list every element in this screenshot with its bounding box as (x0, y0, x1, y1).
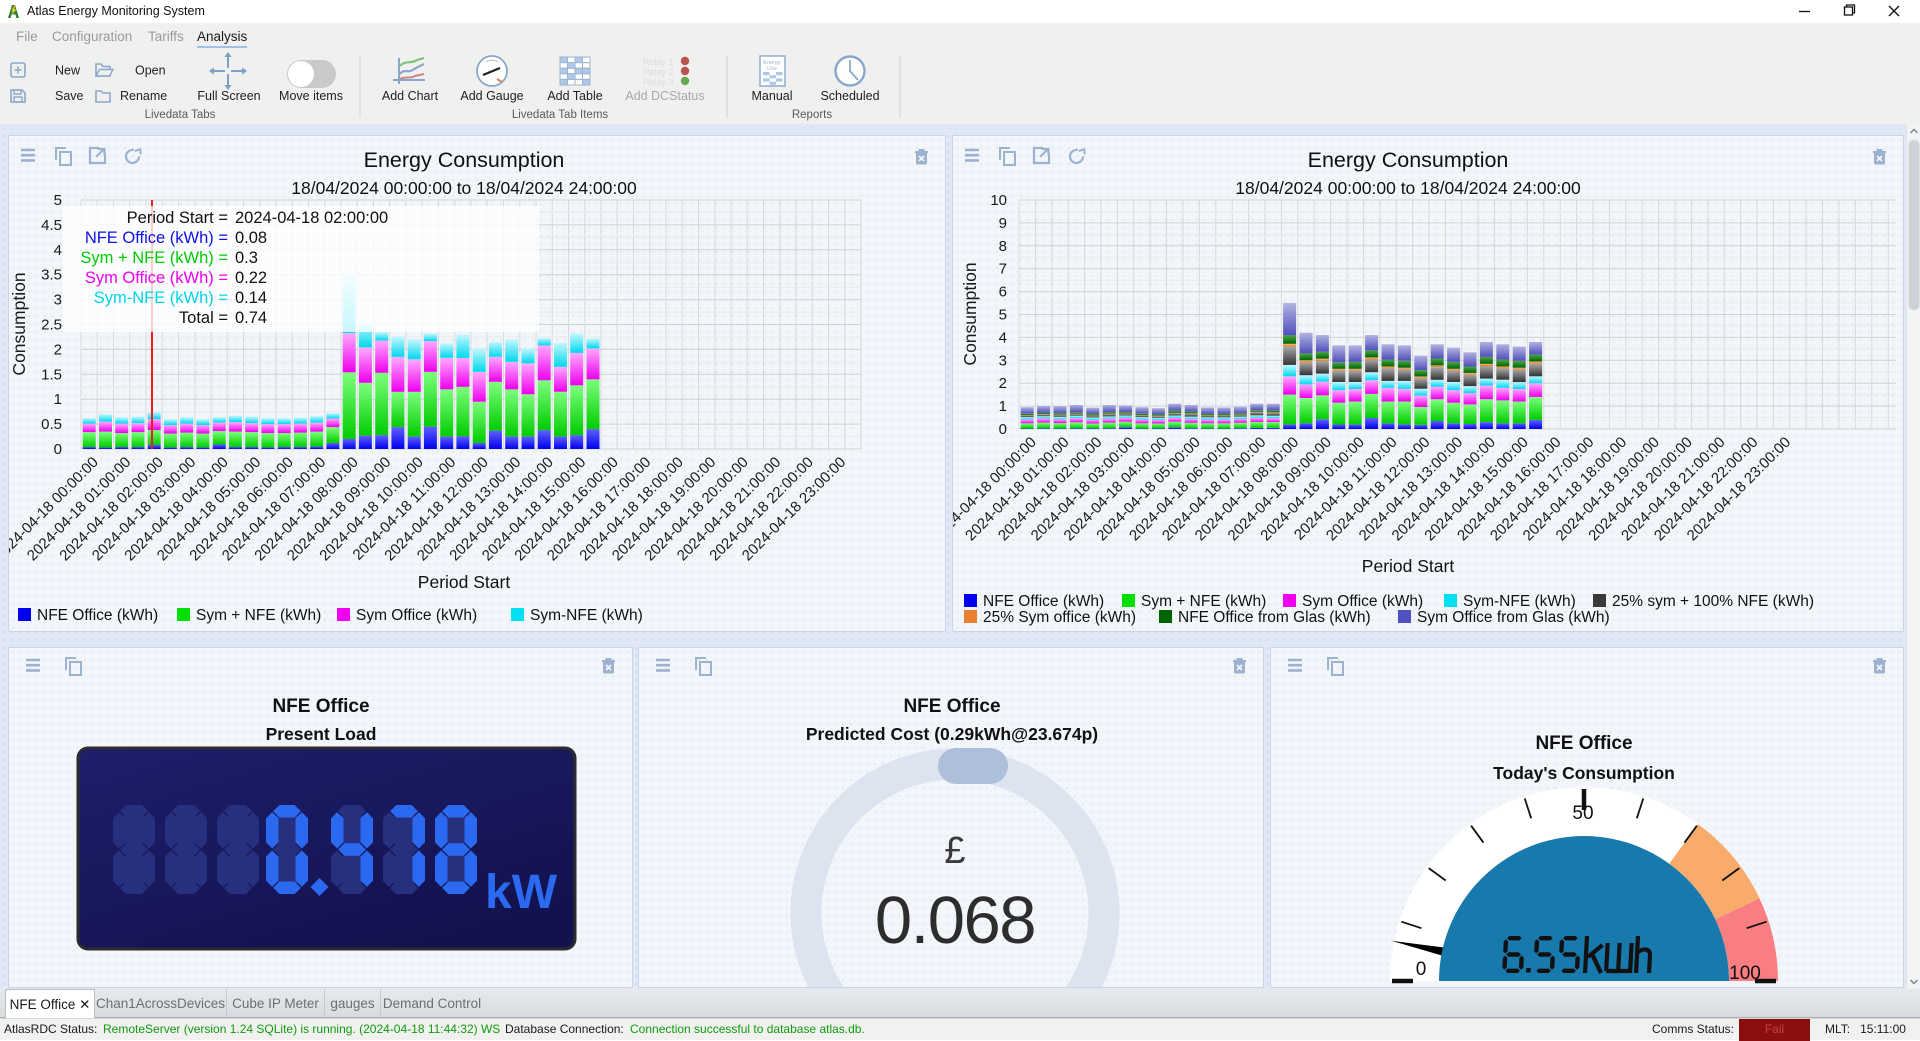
svg-text:Sym Office from Glas (kWh): Sym Office from Glas (kWh) (1417, 609, 1610, 626)
svg-text:Add Gauge: Add Gauge (460, 89, 523, 103)
svg-text:Energy: Energy (763, 60, 781, 66)
svg-text:NFE Office: NFE Office (272, 696, 369, 717)
svg-text:Sym Office (kWh): Sym Office (kWh) (356, 607, 477, 624)
svg-text:Period Start: Period Start (418, 572, 511, 592)
svg-text:100: 100 (1729, 963, 1761, 984)
svg-text:10: 10 (990, 192, 1007, 209)
svg-text:NFE Office (kWh): NFE Office (kWh) (983, 593, 1104, 610)
svg-text:9: 9 (999, 215, 1007, 232)
svg-text:Sym-NFE (kWh): Sym-NFE (kWh) (530, 607, 643, 624)
svg-text:0.22: 0.22 (235, 269, 267, 287)
svg-text:Rename: Rename (120, 89, 167, 103)
svg-text:0.14: 0.14 (235, 289, 267, 307)
svg-text:Add Table: Add Table (547, 89, 602, 103)
svg-text:1: 1 (54, 391, 62, 408)
svg-text:Period Start =: Period Start = (127, 209, 228, 227)
svg-text:Save: Save (55, 89, 84, 103)
svg-text:3.5: 3.5 (41, 267, 62, 284)
svg-text:0: 0 (999, 421, 1007, 438)
svg-text:0: 0 (1416, 959, 1427, 980)
svg-text:kW: kW (485, 866, 558, 919)
svg-text:0.5: 0.5 (41, 416, 62, 433)
svg-text:Relay 2: Relay 2 (643, 67, 674, 77)
svg-text:Open: Open (135, 64, 166, 78)
svg-text:Scheduled: Scheduled (820, 89, 879, 103)
svg-text:0.3: 0.3 (235, 249, 258, 267)
svg-text:NFE Office (kWh) =: NFE Office (kWh) = (85, 229, 228, 247)
svg-text:Energy Consumption: Energy Consumption (364, 148, 565, 172)
svg-text:Livedata Tab Items: Livedata Tab Items (512, 109, 609, 121)
svg-text:NFE Office from Glas (kWh): NFE Office from Glas (kWh) (1178, 609, 1371, 626)
svg-text:4.5: 4.5 (41, 217, 62, 234)
svg-text:1: 1 (999, 398, 1007, 415)
svg-text:4: 4 (999, 329, 1007, 346)
svg-text:Reports: Reports (792, 109, 833, 121)
svg-text:NFE Office: NFE Office (1535, 733, 1632, 754)
svg-text:5: 5 (54, 192, 62, 209)
svg-text:Relay 3: Relay 3 (643, 77, 674, 87)
svg-text:NFE Office (kWh): NFE Office (kWh) (37, 607, 158, 624)
svg-text:Period Start: Period Start (1362, 556, 1455, 576)
svg-text:Present Load: Present Load (266, 724, 377, 744)
svg-text:Sym-NFE (kWh): Sym-NFE (kWh) (1463, 593, 1576, 610)
svg-text:3: 3 (54, 292, 62, 309)
svg-text:Total =: Total = (179, 309, 228, 327)
svg-text:2: 2 (999, 375, 1007, 392)
svg-text:Use: Use (767, 66, 777, 72)
svg-text:Move items: Move items (279, 89, 343, 103)
svg-text:0.068: 0.068 (875, 883, 1035, 958)
svg-text:Add Chart: Add Chart (382, 89, 439, 103)
svg-text:0.08: 0.08 (235, 229, 267, 247)
svg-text:New: New (55, 64, 81, 78)
svg-text:0: 0 (54, 441, 62, 458)
svg-text:7: 7 (999, 261, 1007, 278)
svg-text:Energy Consumption: Energy Consumption (1308, 148, 1509, 172)
svg-text:0.74: 0.74 (235, 309, 267, 327)
svg-text:Predicted Cost (0.29kWh@23.674: Predicted Cost (0.29kWh@23.674p) (806, 724, 1098, 744)
svg-text:Today's Consumption: Today's Consumption (1493, 763, 1675, 783)
svg-text:3: 3 (999, 352, 1007, 369)
svg-text:Sym + NFE (kWh): Sym + NFE (kWh) (1141, 593, 1266, 610)
svg-text:25% Sym office (kWh): 25% Sym office (kWh) (983, 609, 1136, 626)
svg-text:Manual: Manual (752, 89, 793, 103)
svg-text:6: 6 (999, 284, 1007, 301)
svg-text:Livedata Tabs: Livedata Tabs (145, 109, 216, 121)
svg-text:Sym Office (kWh) =: Sym Office (kWh) = (85, 269, 228, 287)
svg-text:2: 2 (54, 341, 62, 358)
svg-text:£: £ (944, 830, 965, 872)
svg-text:1.5: 1.5 (41, 366, 62, 383)
svg-text:5: 5 (999, 307, 1007, 324)
svg-text:50: 50 (1572, 803, 1593, 824)
svg-text:8: 8 (999, 238, 1007, 255)
svg-text:2024-04-18 02:00:00: 2024-04-18 02:00:00 (235, 209, 388, 227)
svg-text:Relay 1: Relay 1 (643, 57, 674, 67)
svg-text:Sym + NFE (kWh): Sym + NFE (kWh) (196, 607, 321, 624)
svg-text:NFE Office: NFE Office (903, 696, 1000, 717)
svg-text:Consumption: Consumption (9, 272, 29, 375)
svg-text:Sym + NFE (kWh) =: Sym + NFE (kWh) = (80, 249, 228, 267)
svg-text:18/04/2024 00:00:00 to 18/04/2: 18/04/2024 00:00:00 to 18/04/2024 24:00:… (291, 178, 637, 198)
svg-text:Consumption: Consumption (960, 262, 980, 365)
svg-text:18/04/2024 00:00:00 to 18/04/2: 18/04/2024 00:00:00 to 18/04/2024 24:00:… (1235, 178, 1581, 198)
svg-text:Sym-NFE (kWh) =: Sym-NFE (kWh) = (94, 289, 228, 307)
svg-text:Sym Office (kWh): Sym Office (kWh) (1302, 593, 1423, 610)
svg-text:2.5: 2.5 (41, 317, 62, 334)
svg-text:Full Screen: Full Screen (197, 89, 260, 103)
svg-text:4: 4 (54, 242, 62, 259)
svg-text:25% sym + 100% NFE (kWh): 25% sym + 100% NFE (kWh) (1612, 593, 1814, 610)
svg-text:Add DCStatus: Add DCStatus (625, 89, 704, 103)
